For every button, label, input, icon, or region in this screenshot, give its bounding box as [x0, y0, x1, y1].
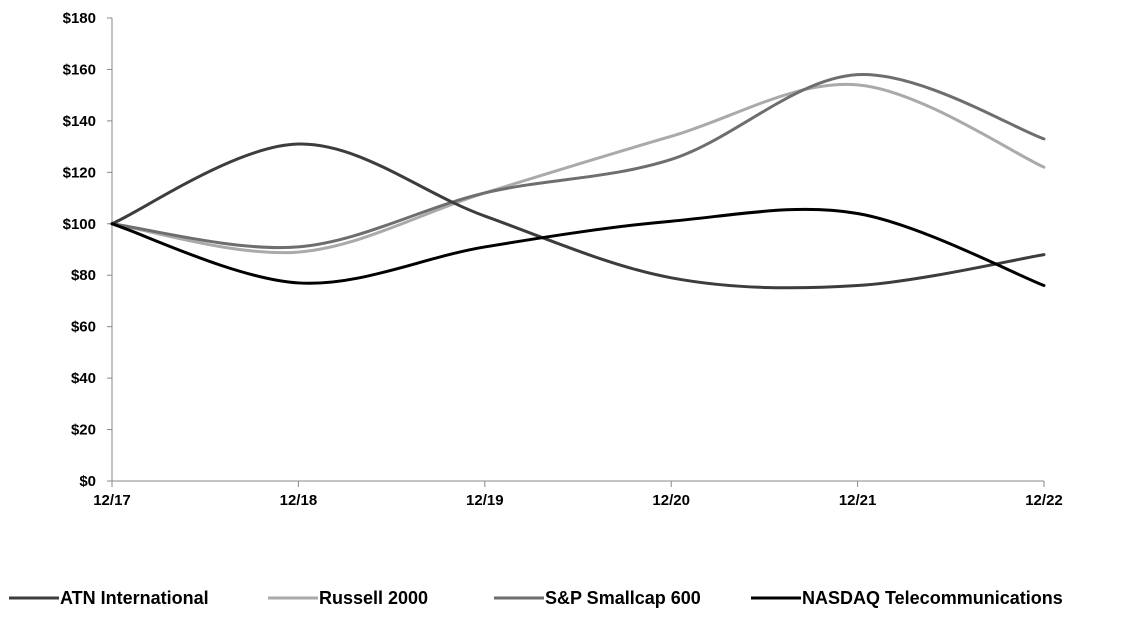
y-tick-label: $140	[63, 113, 96, 130]
x-tick-label: 12/22	[1025, 492, 1063, 509]
x-tick-label: 12/18	[280, 492, 318, 509]
legend-label-russell-2000: Russell 2000	[319, 588, 428, 608]
y-tick-label: $40	[71, 370, 96, 387]
x-tick-label: 12/19	[466, 492, 504, 509]
y-tick-label: $20	[71, 422, 96, 439]
y-tick-label: $120	[63, 164, 96, 181]
y-tick-label: $60	[71, 319, 96, 336]
x-tick-label: 12/21	[839, 492, 877, 509]
x-tick-label: 12/17	[93, 492, 131, 509]
y-tick-label: $160	[63, 61, 96, 78]
legend-label-s-p-smallcap-600: S&P Smallcap 600	[545, 588, 701, 608]
legend: ATN International Russell 2000 S&P Smallca…	[9, 588, 1063, 608]
legend-label-nasdaq-telecommunications: NASDAQ Telecommunications	[802, 588, 1063, 608]
legend-label-atn-international: ATN International	[60, 588, 209, 608]
y-tick-label: $100	[63, 216, 96, 233]
series-line-s-p-smallcap-600	[110, 73, 1046, 250]
y-tick-label: $80	[71, 267, 96, 284]
series-line-russell-2000	[110, 82, 1046, 255]
x-tick-label: 12/20	[652, 492, 690, 509]
x-axis: 12/17 12/18 12/19 12/20 12/21 12/22	[93, 480, 1063, 509]
y-axis: $0 $20 $40 $60 $80 $100 $120 $140 $160 $180	[63, 10, 113, 490]
y-tick-label: $0	[79, 473, 96, 490]
y-tick-label: $180	[63, 10, 96, 27]
series-line-atn-international	[110, 142, 1046, 290]
series-line-nasdaq-telecommunications	[110, 207, 1046, 288]
series-lines	[110, 73, 1046, 290]
